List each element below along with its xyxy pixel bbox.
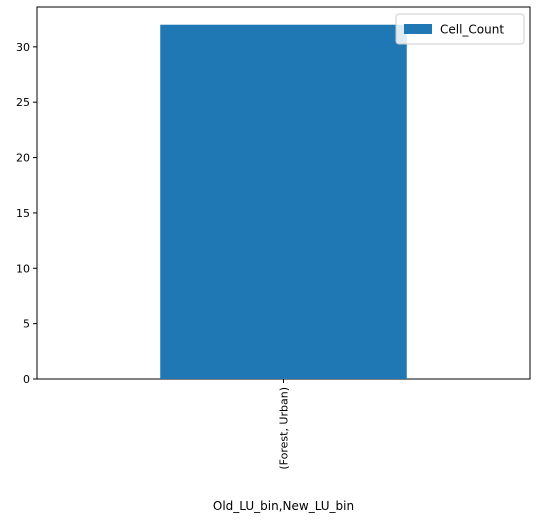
y-tick-label: 25 bbox=[16, 96, 30, 109]
bar bbox=[160, 24, 407, 379]
legend: Cell_Count bbox=[395, 13, 525, 45]
x-axis: (Forest, Urban) bbox=[278, 379, 291, 470]
x-axis-label: Old_LU_bin,New_LU_bin bbox=[213, 499, 354, 513]
y-axis: 0 5 10 15 20 25 30 bbox=[16, 41, 37, 386]
legend-label: Cell_Count bbox=[440, 23, 504, 37]
y-tick-label: 0 bbox=[23, 373, 30, 386]
legend-swatch bbox=[404, 24, 432, 34]
legend-box bbox=[395, 13, 525, 45]
y-tick-label: 15 bbox=[16, 207, 30, 220]
y-tick-label: 5 bbox=[23, 318, 30, 331]
y-tick-label: 30 bbox=[16, 41, 30, 54]
bars-layer bbox=[160, 24, 407, 379]
x-tick-label: (Forest, Urban) bbox=[278, 387, 291, 470]
y-tick-label: 10 bbox=[16, 262, 30, 275]
y-tick-label: 20 bbox=[16, 152, 30, 165]
